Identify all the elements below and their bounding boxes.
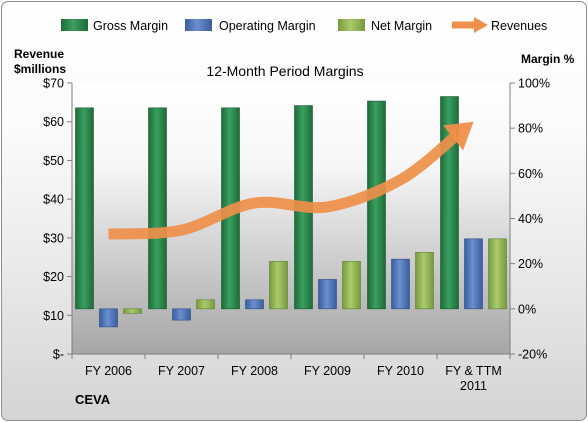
legend-swatch-operating-margin: [185, 19, 212, 31]
left-axis-tick-label: $50: [43, 154, 64, 168]
legend-label-net-margin: Net Margin: [371, 19, 432, 33]
revenue-point: [400, 179, 401, 180]
x-axis-category-label: FY 2008: [231, 364, 278, 378]
legend-swatch-gross-margin: [61, 19, 88, 31]
left-axis-tick-label: $40: [43, 193, 64, 207]
left-axis-tick-label: $10: [43, 309, 64, 323]
revenue-line-layer: [108, 121, 474, 240]
axes-layer: $- $10 $20 $30 $40 $50 $60 $70 -20% 0% 20% 40% 60% 80…: [43, 77, 550, 394]
legend: Gross Margin Operating Margin Net Margin…: [61, 17, 547, 33]
x-axis-category-label: FY & TTM: [445, 364, 502, 378]
x-axis-category-label: FY 2010: [377, 364, 424, 378]
bar-operating-margin: [318, 279, 337, 310]
bar-operating-margin: [245, 299, 264, 310]
chart-title: 12-Month Period Margins: [206, 63, 363, 79]
left-axis-tick-label: $-: [53, 348, 64, 362]
revenue-point: [181, 230, 182, 231]
bar-gross-margin: [75, 107, 94, 310]
x-axis-category-label: FY 2006: [85, 364, 132, 378]
left-axis-tick-label: $30: [43, 231, 64, 245]
left-axis-tick-label: $60: [43, 115, 64, 129]
bar-operating-margin: [464, 238, 483, 310]
legend-label-revenues: Revenues: [491, 19, 547, 33]
bar-net-margin: [196, 299, 215, 310]
revenue-arrowhead: [443, 121, 474, 151]
legend-swatch-net-margin: [338, 19, 365, 31]
bar-gross-margin: [367, 100, 386, 310]
revenue-point: [254, 203, 255, 204]
revenue-line: [108, 130, 461, 240]
revenue-point: [108, 233, 109, 234]
plot-background: [72, 83, 510, 354]
legend-swatch-revenues: [452, 17, 488, 33]
left-axis-label-line-1: Revenue: [14, 47, 64, 61]
company-label: CEVA: [75, 392, 111, 407]
legend-label-operating-margin: Operating Margin: [219, 19, 316, 33]
x-axis-category-label: FY 2009: [304, 364, 351, 378]
right-axis-tick-label: 20%: [518, 257, 543, 271]
right-axis-tick-label: 0%: [518, 302, 536, 316]
x-axis-category-label: 2011: [460, 379, 487, 393]
bar-net-margin: [488, 238, 507, 310]
x-axis-category-label: FY 2007: [158, 364, 205, 378]
bar-gross-margin: [148, 107, 167, 310]
bar-operating-margin: [391, 258, 410, 310]
right-axis-tick-label: -20%: [518, 348, 547, 362]
left-axis-tick-label: $20: [43, 270, 64, 284]
right-axis-tick-label: 40%: [518, 212, 543, 226]
bar-net-margin: [269, 261, 288, 310]
revenue-point: [327, 206, 328, 207]
bar-net-margin: [415, 252, 434, 310]
right-axis-label: Margin %: [521, 52, 575, 66]
right-axis-tick-label: 80%: [518, 122, 543, 136]
bar-operating-margin: [99, 308, 118, 328]
revenue-point: [473, 121, 474, 122]
right-axis-tick-label: 60%: [518, 167, 543, 181]
bar-net-margin: [123, 308, 142, 314]
right-axis-tick-label: 100%: [518, 77, 550, 91]
bar-operating-margin: [172, 308, 191, 321]
left-axis-label-line-2: $millions: [14, 62, 66, 76]
bar-net-margin: [342, 261, 361, 310]
left-axis-tick-label: $70: [43, 77, 64, 91]
legend-label-gross-margin: Gross Margin: [93, 19, 168, 33]
